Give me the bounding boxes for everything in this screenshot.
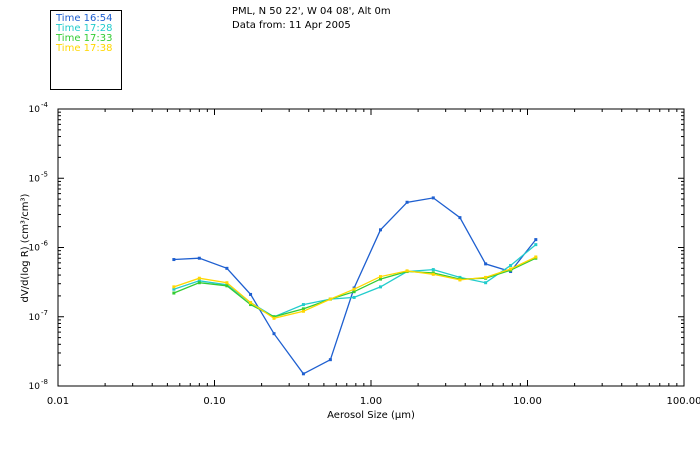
y-tick-label: 10 (29, 174, 41, 184)
x-tick-label: 1.00 (360, 396, 382, 407)
y-tick-exponent: -6 (41, 240, 49, 248)
x-tick-label: 0.10 (203, 396, 225, 407)
x-axis-label: Aerosol Size (µm) (327, 410, 415, 421)
series-3-point (328, 297, 332, 301)
series-0-point (197, 256, 201, 260)
series-3-point (249, 301, 253, 305)
series-0-point (301, 372, 305, 376)
series-2-point (197, 281, 201, 285)
legend-item-1733: Time 17:33 (56, 33, 113, 44)
x-tick-label: 10.00 (513, 396, 542, 407)
series-1-point (172, 287, 176, 291)
legend: Time 16:54 Time 17:28 Time 17:33 Time 17… (50, 10, 122, 90)
series-1-point (378, 285, 382, 289)
series-0-point (225, 266, 229, 270)
series-2-point (272, 315, 276, 319)
y-tick-label: 10 (29, 382, 41, 392)
series-3-point (225, 281, 229, 285)
y-tick-label: 10 (29, 313, 41, 323)
series-2-point (301, 307, 305, 311)
series-0-point (172, 258, 176, 262)
series-1-point (458, 275, 462, 279)
x-tick-label: 0.01 (47, 396, 69, 407)
series-2-point (249, 303, 253, 307)
series-1-point (301, 303, 305, 307)
date-subtitle: Data from: 11 Apr 2005 (232, 20, 351, 31)
y-tick-label: 10 (29, 244, 41, 254)
series-2-point (352, 290, 356, 294)
series-3-point (405, 269, 409, 273)
series-1-point (197, 279, 201, 283)
location-title: PML, N 50 22', W 04 08', Alt 0m (232, 6, 391, 17)
series-1-point (431, 268, 435, 272)
series-1-point (534, 243, 538, 247)
series-0-point (378, 228, 382, 232)
legend-item-1728: Time 17:28 (56, 23, 113, 34)
series-3-point (352, 287, 356, 291)
series-3-point (484, 275, 488, 279)
series-2-point (172, 291, 176, 295)
series-0-point (534, 238, 538, 242)
data-series (172, 196, 538, 376)
series-2-point (225, 284, 229, 288)
series-3-point (301, 309, 305, 313)
series-3-point (197, 276, 201, 280)
series-3-point (272, 316, 276, 320)
x-tick-label: 100.00 (667, 396, 700, 407)
series-3-point (509, 267, 513, 271)
series-2-point (378, 277, 382, 281)
y-tick-exponent: -4 (41, 101, 49, 109)
series-0-point (328, 358, 332, 362)
y-tick-exponent: -7 (41, 309, 48, 317)
y-tick-label: 10 (29, 105, 41, 115)
series-0-point (484, 262, 488, 266)
series-3-point (458, 278, 462, 282)
series-0-point (405, 200, 409, 204)
series-3-point (378, 275, 382, 279)
series-1-point (509, 263, 513, 267)
y-axis-label: dV/d(log R) (cm³/cm³) (20, 193, 31, 302)
series-0-point (272, 332, 276, 336)
series-3-point (431, 272, 435, 276)
series-0-point (458, 216, 462, 220)
series-1-point (484, 281, 488, 285)
plot-frame (57, 108, 685, 387)
chart-header: PML, N 50 22', W 04 08', Alt 0m Data fro… (232, 6, 391, 34)
series-3-point (534, 255, 538, 259)
series-3-point (172, 285, 176, 289)
series-1-point (352, 295, 356, 299)
series-0-point (249, 292, 253, 296)
legend-item-1738: Time 17:38 (56, 43, 113, 54)
series-0-point (431, 196, 435, 200)
y-tick-exponent: -5 (41, 170, 48, 178)
legend-item-1654: Time 16:54 (56, 13, 113, 24)
y-tick-exponent: -8 (41, 378, 48, 386)
